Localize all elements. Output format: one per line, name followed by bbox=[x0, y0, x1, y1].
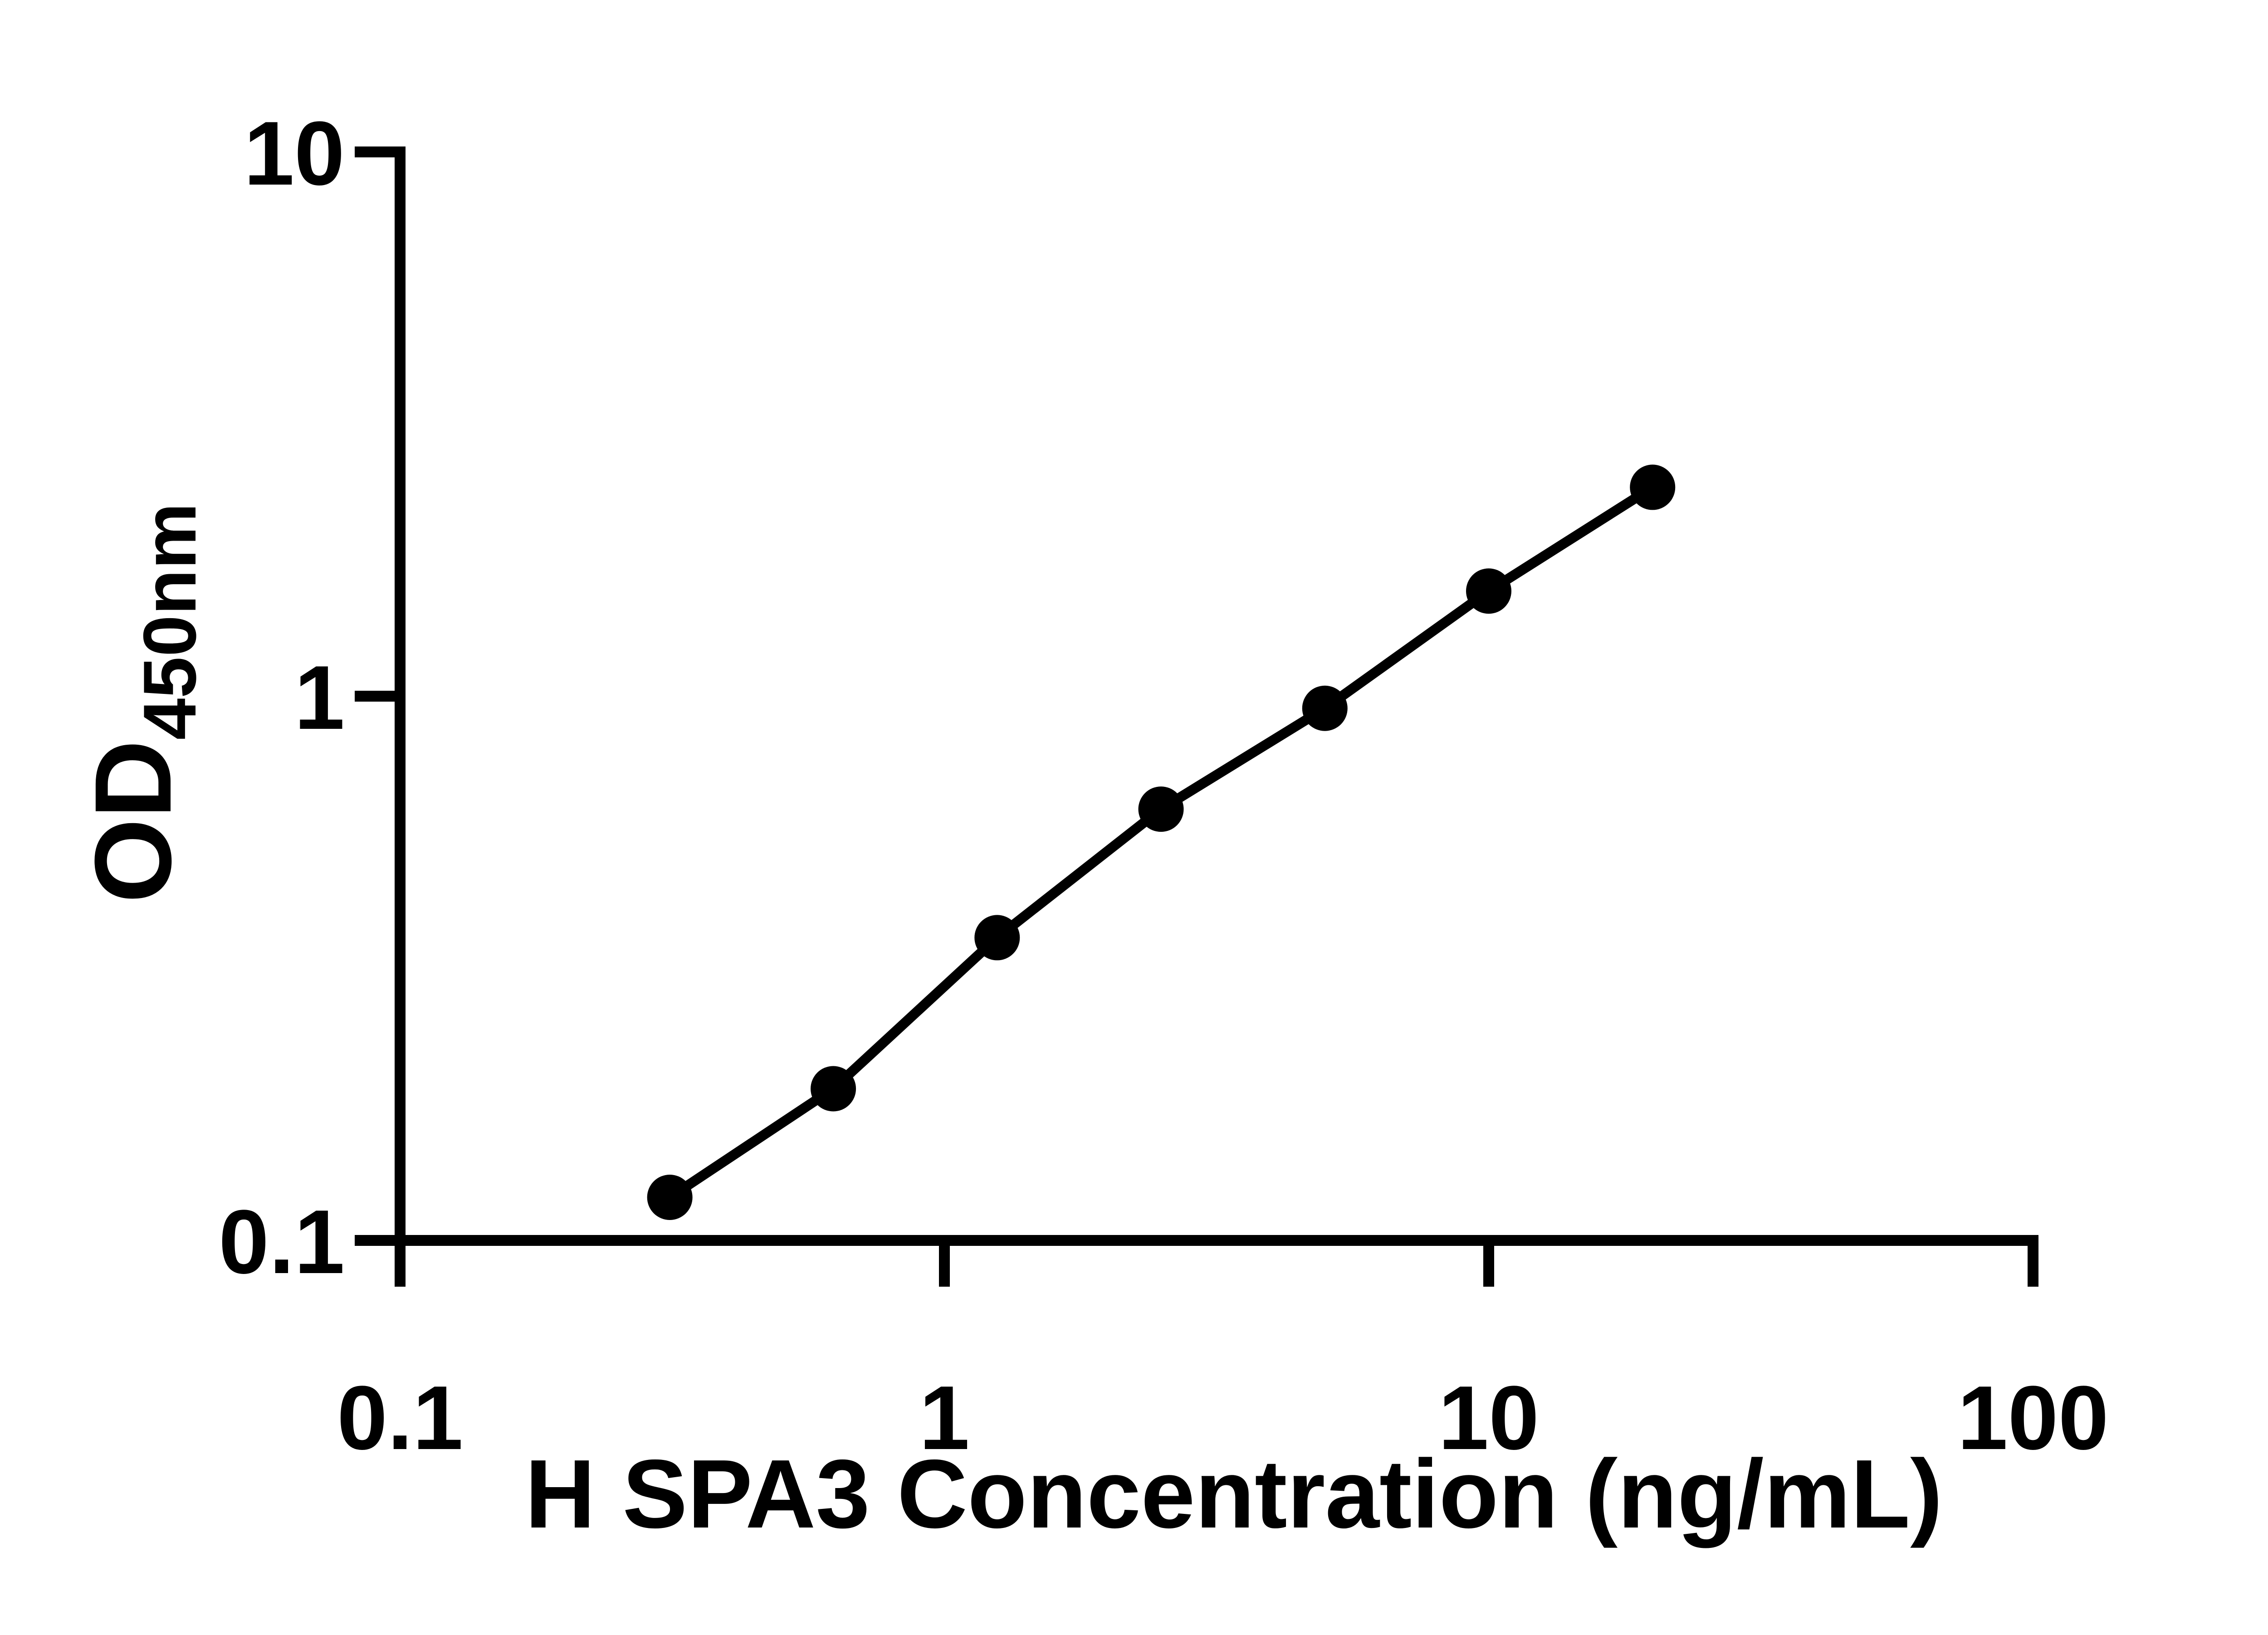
data-point-marker bbox=[1630, 464, 1676, 510]
y-axis-ticks bbox=[355, 146, 400, 1246]
y-axis-title: OD450nm bbox=[72, 503, 211, 903]
x-tick-label: 0.1 bbox=[337, 1367, 463, 1469]
x-axis-title: H SPA3 Concentration (ng/mL) bbox=[525, 1439, 1942, 1548]
y-axis-title-main: OD bbox=[72, 740, 194, 903]
data-point-marker bbox=[1138, 786, 1184, 832]
y-axis-title-subscript: 450nm bbox=[128, 503, 211, 740]
x-tick-label: 10 bbox=[1438, 1367, 1539, 1469]
data-points bbox=[647, 464, 1676, 1220]
y-tick-label: 0.1 bbox=[219, 1191, 345, 1293]
x-axis-ticks bbox=[395, 1240, 2038, 1287]
data-point-marker bbox=[811, 1066, 856, 1112]
data-point-marker bbox=[1302, 685, 1348, 731]
y-tick-label: 10 bbox=[244, 103, 345, 204]
data-point-marker bbox=[974, 915, 1020, 961]
y-tick-label: 1 bbox=[294, 647, 345, 748]
data-point-marker bbox=[1466, 568, 1511, 614]
data-point-marker bbox=[647, 1174, 693, 1220]
y-axis-tick-labels: 0.1 1 10 bbox=[219, 103, 345, 1293]
x-tick-label: 100 bbox=[1957, 1367, 2109, 1469]
x-tick-label: 1 bbox=[919, 1367, 969, 1469]
x-axis-tick-labels: 0.1 1 10 100 bbox=[337, 1367, 2109, 1469]
